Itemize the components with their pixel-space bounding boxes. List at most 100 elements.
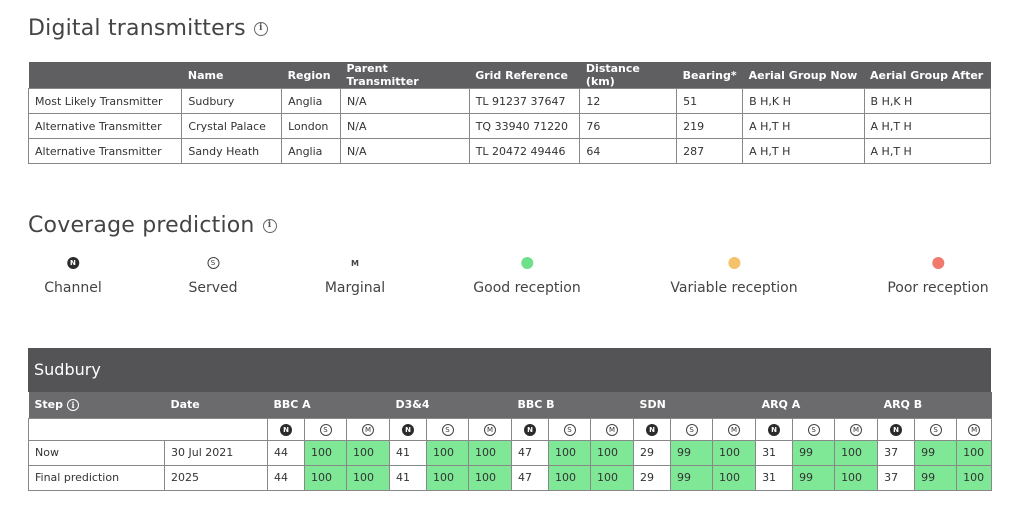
mux-group-header: ARQ B (877, 392, 992, 418)
date-cell: 30 Jul 2021 (164, 439, 268, 466)
marginal-cell: 100 (468, 464, 513, 491)
served-cell: 100 (304, 464, 347, 491)
icon-cell: N (755, 417, 794, 441)
table-cell: Anglia (281, 138, 342, 164)
table-cell: N/A (340, 88, 470, 114)
column-header: Distance (km) (579, 62, 677, 89)
step-header-label: Step (34, 398, 64, 412)
channel-cell: 37 (877, 464, 916, 491)
marginal-icon: M (484, 424, 497, 436)
served-icon: S (807, 424, 820, 436)
marginal-icon: M (362, 424, 374, 436)
icon-cell: S (426, 417, 470, 441)
icon-cell: N (511, 417, 550, 441)
icon-cell: M (590, 417, 635, 441)
table-row: Alternative Transmitter Crystal Palace Lon… (27, 113, 992, 139)
table-cell: 12 (579, 88, 678, 114)
legend-item: N Channel (44, 254, 102, 296)
table-cell: B H,K H (863, 88, 992, 114)
coverage-group-header: Step i Date BBC A D3&4 BBC B SDN ARQ A ARQ B (28, 392, 992, 418)
mux-group-header: BBC B (511, 392, 634, 418)
transmitters-title-text: Digital transmitters (28, 16, 246, 41)
icon-cell: M (956, 417, 993, 441)
served-cell: 100 (304, 439, 347, 466)
reception-dot-icon (931, 257, 944, 269)
table-cell: A H,T H (863, 138, 992, 164)
icon-cell: M (834, 417, 879, 441)
transmitters-title: Digital transmitters i (28, 16, 268, 41)
marginal-cell: 100 (834, 439, 879, 466)
coverage-legend: N Channel S Served M Marginal Good reception Va… (28, 254, 991, 304)
info-icon[interactable]: i (262, 218, 277, 233)
channel-cell: 29 (633, 464, 672, 491)
column-header: Grid Reference (469, 62, 580, 89)
icon-cell: M (468, 417, 513, 441)
marginal-cell: 100 (590, 464, 635, 491)
step-header: Step i (28, 392, 165, 418)
icon-cell: N (267, 417, 305, 441)
column-header (28, 62, 182, 89)
icon-cell: N (633, 417, 672, 441)
channel-cell: 47 (511, 439, 550, 466)
info-icon[interactable]: i (67, 399, 80, 412)
served-icon: S (441, 424, 454, 436)
channel-cell: 37 (877, 439, 916, 466)
channel-cell: 41 (389, 439, 428, 466)
table-cell: London (281, 113, 342, 139)
marginal-cell: 100 (345, 464, 391, 491)
table-cell: Crystal Palace (181, 113, 283, 139)
marginal-cell: 100 (712, 439, 757, 466)
transmitters-table: Name Region Parent Transmitter Grid Referen… (27, 62, 992, 164)
table-cell: TQ 33940 71220 (468, 113, 581, 139)
channel-icon: N (402, 424, 415, 436)
marginal-cell: 100 (590, 439, 635, 466)
coverage-panel-title: Sudbury (28, 348, 991, 392)
coverage-title: Coverage prediction i (28, 213, 277, 238)
served-icon: S (319, 424, 332, 436)
table-cell: N/A (340, 138, 470, 164)
column-header: Bearing* (676, 62, 743, 89)
served-cell: 99 (792, 439, 836, 466)
coverage-title-text: Coverage prediction (28, 213, 255, 238)
table-cell: B H,K H (742, 88, 865, 114)
info-icon[interactable]: i (253, 21, 268, 36)
column-header: Aerial Group Now (742, 62, 865, 89)
marginal-cell: 100 (956, 464, 993, 491)
legend-mark: N (44, 254, 101, 272)
icon-cell: S (914, 417, 958, 441)
table-cell: 64 (579, 138, 678, 164)
transmitters-table-header: Name Region Parent Transmitter Grid Referen… (28, 62, 991, 89)
table-cell: Most Likely Transmitter (27, 88, 183, 114)
channel-icon: N (768, 424, 781, 436)
table-cell: A H,T H (863, 113, 992, 139)
served-cell: 99 (914, 464, 958, 491)
legend-label: Served (188, 280, 238, 296)
served-cell: 99 (914, 439, 958, 466)
date-header: Date (164, 392, 268, 418)
column-header: Name (181, 62, 282, 89)
table-row: Most Likely Transmitter Sudbury Anglia N/A T… (27, 88, 992, 114)
marginal-cell: 100 (468, 439, 513, 466)
legend-mark (473, 254, 580, 272)
served-icon: S (929, 424, 942, 436)
channel-icon: N (280, 424, 292, 436)
mux-group-header: D3&4 (389, 392, 512, 418)
table-cell: 287 (676, 138, 744, 164)
table-cell: Sandy Heath (181, 138, 283, 164)
icon-cell: N (877, 417, 916, 441)
icon-cell: S (792, 417, 836, 441)
icon-cell: M (345, 417, 391, 441)
legend-item: Good reception (473, 254, 581, 296)
marginal-cell: 100 (712, 464, 757, 491)
legend-item: Variable reception (670, 254, 798, 296)
channel-icon: N (646, 424, 659, 436)
served-cell: 100 (548, 439, 592, 466)
icon-cell: N (389, 417, 428, 441)
step-cell: Final prediction (28, 464, 165, 491)
served-icon: S (563, 424, 576, 436)
served-cell: 100 (548, 464, 592, 491)
marginal-icon: M (968, 424, 981, 436)
channel-icon: N (66, 257, 79, 269)
table-cell: Alternative Transmitter (27, 113, 183, 139)
